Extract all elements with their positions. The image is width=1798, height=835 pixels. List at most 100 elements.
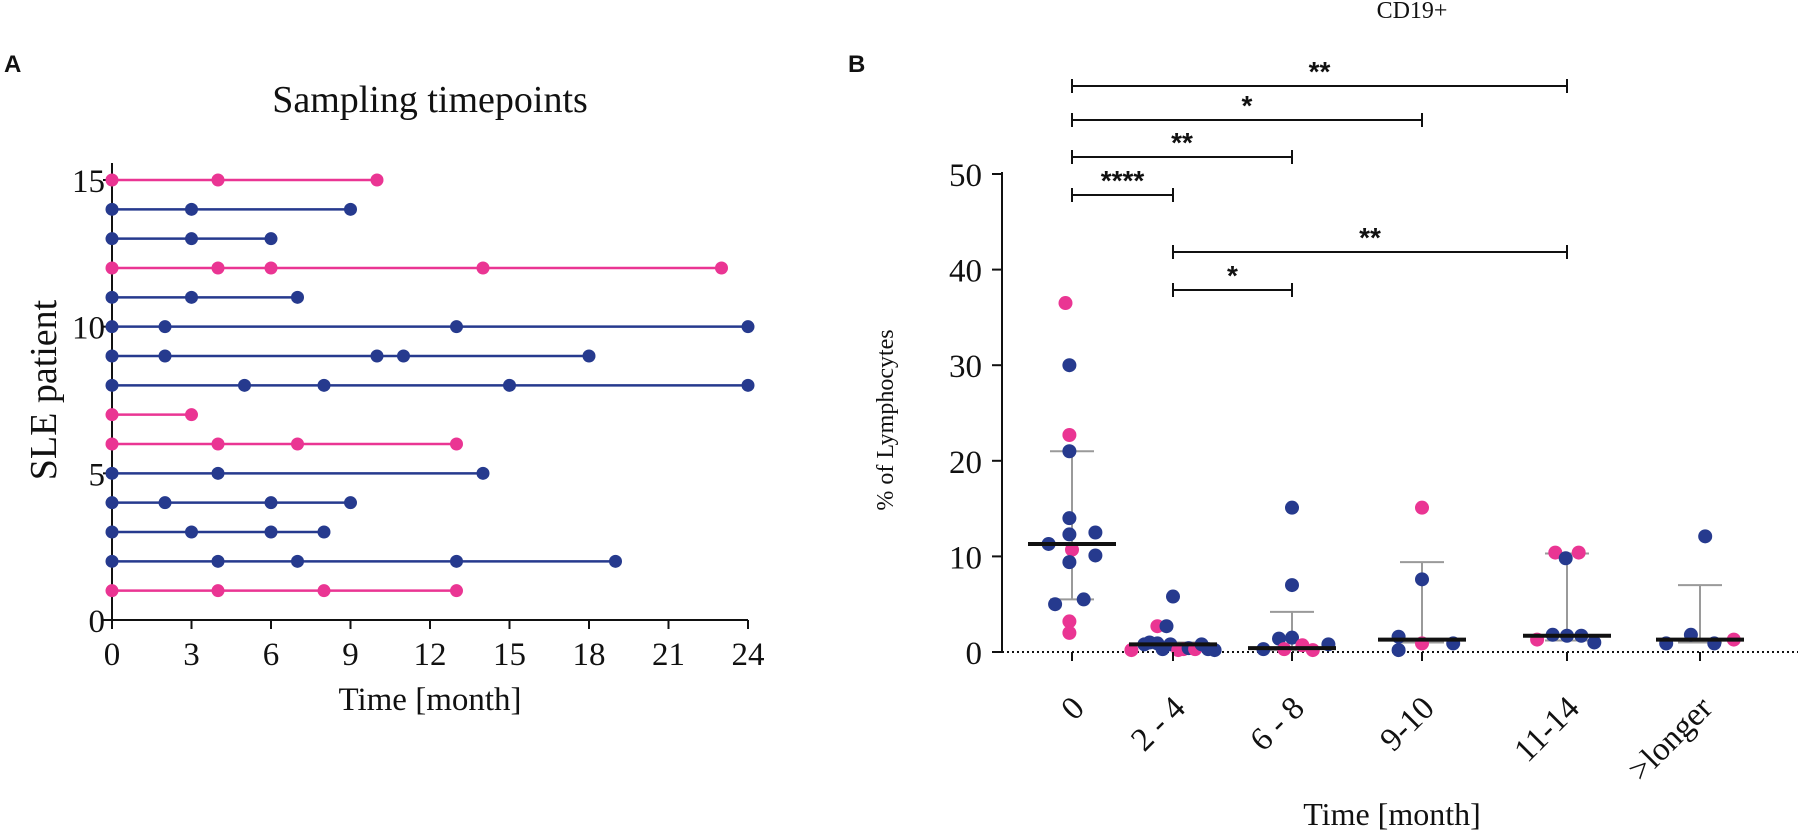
patient-2-sample-point [211,554,225,568]
data-point [1207,643,1222,658]
data-point [1391,643,1406,658]
patient-9-sample-point [582,349,596,363]
patient-1-sample-point [105,584,119,598]
panel-a-x-tick-label: 12 [414,637,447,673]
data-point [1415,500,1429,515]
data-point [1391,629,1406,644]
panel-b-y-tick-label: 20 [949,445,982,481]
patient-8-sample-point [503,378,516,392]
data-point [1062,555,1077,570]
patient-5-sample-point [211,466,225,480]
significance-label-5: * [1227,260,1238,291]
patient-14-sample-point [344,202,357,216]
data-point [1698,529,1713,544]
panel-a-y-tick-label: 10 [72,311,105,347]
patient-8-sample-point [238,378,251,392]
patient-6-sample-point [105,437,119,451]
patient-13-sample-point [185,232,198,246]
patient-4-sample-point [105,496,119,510]
panel-a-x-label: Time [month] [338,682,521,718]
data-point [1076,592,1091,607]
panel-b-y-label: % of Lymphocytes [873,329,899,510]
patient-3-sample-point [105,525,119,539]
panel-b-y-tick-label: 30 [949,349,982,385]
data-point [1571,545,1586,560]
panel-b-significance: ************ [1071,56,1568,297]
data-point [1048,597,1063,612]
panel-b-points [1041,296,1741,658]
panel-b-x-tick-label: 6 - 8 [1243,690,1311,758]
patient-1-sample-point [211,584,225,598]
patient-3-sample-point [185,525,198,539]
panel-a-x-tick-label: 3 [183,637,200,673]
data-point [1062,614,1077,629]
patient-3-sample-point [317,525,331,539]
data-point [1062,625,1077,640]
data-point [1548,545,1563,560]
patient-4-sample-point [158,496,172,510]
panel-a-x-tick-label: 24 [732,637,765,673]
panel-a-x-tick-label: 9 [342,637,359,673]
patient-11-sample-point [105,290,119,304]
significance-label-3: **** [1101,165,1145,196]
patient-9-sample-point [370,349,384,363]
significance-label-4: ** [1359,222,1381,253]
panel-b-y-tick-label: 40 [949,254,982,290]
data-point [1285,500,1299,515]
patient-15-sample-point [370,173,384,187]
patient-12-sample-point [715,261,728,275]
patient-14-sample-point [185,202,198,216]
significance-label-0: ** [1309,56,1331,87]
panel-b-x-tick-label: 2 - 4 [1124,690,1192,758]
patient-12-sample-point [476,261,490,275]
panel-a-x-tick-label: 18 [573,637,606,673]
patient-9-sample-point [397,349,410,363]
data-point [1088,548,1103,563]
panel-b-y-tick-label: 10 [949,540,982,576]
panel-a-y-label: SLE patient [23,299,65,480]
data-point [1285,630,1299,645]
data-point [1062,358,1077,373]
patient-15-sample-point [211,173,225,187]
panel-a-x-tick-label: 6 [263,637,280,673]
panel-a-y-tick-label: 0 [89,604,106,640]
patient-13-sample-point [264,232,278,246]
patient-12-sample-point [264,261,278,275]
data-point [1159,619,1174,634]
patient-9-sample-point [158,349,172,363]
patient-14-sample-point [105,202,119,216]
panel-b-x-tick-label: 11-14 [1508,690,1587,769]
patient-15-sample-point [105,173,119,187]
patient-1-sample-point [317,584,331,598]
patient-1-sample-point [450,584,463,598]
patient-6-sample-point [291,437,304,451]
data-point [1062,444,1077,459]
panel-b-medians [1028,541,1744,651]
data-point [1285,578,1299,593]
patient-7-sample-point [185,408,198,422]
data-point [1062,427,1077,442]
patient-8-sample-point [741,378,755,392]
patient-10-sample-point [741,320,755,334]
panel-a-title: Sampling timepoints [272,79,588,121]
significance-label-2: ** [1171,127,1193,158]
patient-3-sample-point [264,525,278,539]
patient-13-sample-point [105,232,119,246]
panel-b-x-ticks: 0 2 - 4 6 - 8 9-10 11-14 >longer [1055,652,1720,788]
panel-a-y-tick-label: 5 [89,457,106,493]
patient-4-sample-point [264,496,278,510]
panel-a-plot: 0 5 10 15 0 3 6 9 12 15 18 21 24 [72,163,765,673]
data-point [1415,572,1429,587]
panel-b-y-tick-label: 0 [966,636,983,672]
significance-label-1: * [1242,90,1253,121]
data-point [1065,542,1079,557]
patient-12-sample-point [211,261,225,275]
patient-4-sample-point [344,496,357,510]
data-point [1272,631,1286,646]
data-point [1587,635,1602,650]
panel-b-y-ticks: 0 10 20 30 40 50 [949,158,1002,672]
patient-8-sample-point [317,378,331,392]
data-point [1062,511,1077,526]
